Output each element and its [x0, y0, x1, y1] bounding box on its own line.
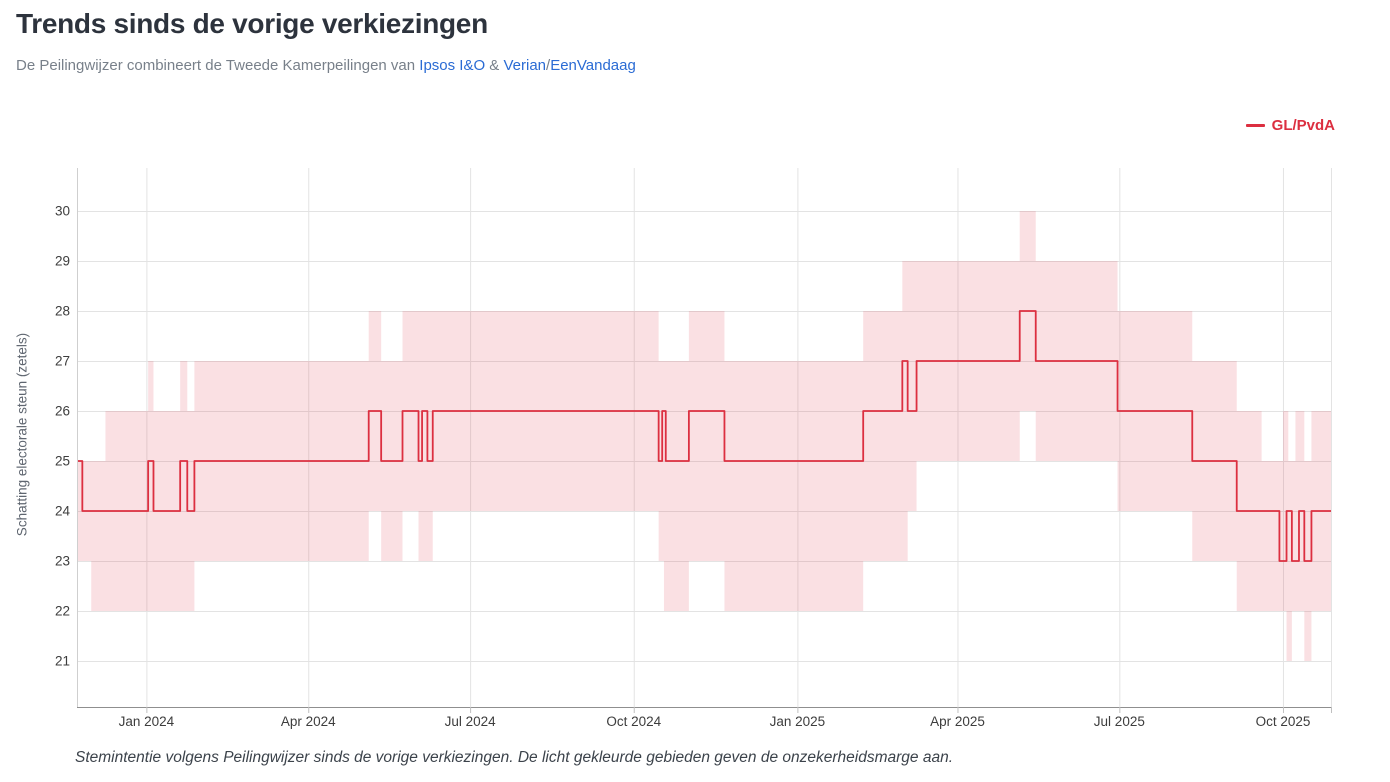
chart-caption: Stemintentie volgens Peilingwijzer sinds… — [75, 749, 953, 766]
legend-line-swatch — [1245, 123, 1265, 127]
x-tick-label: Apr 2024 — [281, 714, 336, 729]
chart-canvas: 21 22 23 24 25 26 27 28 29 30 Jan 2024 Apr 2024 Jul … — [55, 168, 1332, 730]
y-tick-label: 24 — [55, 504, 71, 519]
y-tick-label: 30 — [55, 204, 70, 219]
x-tick-label: Apr 2025 — [930, 714, 985, 729]
x-tick-label: Jul 2025 — [1094, 714, 1145, 729]
subtitle-separator-amp: & — [485, 57, 504, 74]
axes — [77, 168, 1332, 713]
link-verian[interactable]: Verian — [503, 57, 547, 74]
uncertainty-band — [77, 211, 1331, 661]
y-axis-title: Schatting electorale steun (zetels) — [14, 332, 30, 537]
x-tick-label: Jan 2025 — [770, 714, 826, 729]
y-tick-label: 28 — [55, 304, 70, 319]
y-tick-label: 26 — [55, 404, 70, 419]
trend-line-gl-pvda — [77, 310, 1331, 562]
page-title: Trends sinds de vorige verkiezingen — [16, 8, 488, 39]
subtitle-separator-slash: / — [546, 57, 551, 74]
link-ipsos[interactable]: Ipsos I&O — [419, 57, 486, 74]
subtitle: De Peilingwijzer combineert de Tweede Ka… — [16, 57, 636, 74]
x-tick-label: Oct 2025 — [1256, 714, 1311, 729]
legend-label: GL/PvdA — [1271, 116, 1335, 134]
legend-gl-pvda: GL/PvdA — [1245, 115, 1335, 135]
tick-labels: 21 22 23 24 25 26 27 28 29 30 Jan 2024 Apr 2024 Jul … — [55, 204, 1310, 730]
y-tick-label: 23 — [55, 554, 70, 569]
plot-gridlines — [77, 168, 1332, 707]
link-eenvandaag[interactable]: EenVandaag — [550, 57, 636, 74]
y-tick-label: 21 — [55, 654, 70, 669]
x-tick-label: Jan 2024 — [119, 714, 175, 729]
subtitle-text: De Peilingwijzer combineert de Tweede Ka… — [16, 57, 420, 74]
trend-chart: 21 22 23 24 25 26 27 28 29 30 Jan 2024 Apr 2024 Jul … — [14, 168, 1332, 730]
y-tick-label: 29 — [55, 254, 70, 269]
x-tick-label: Oct 2024 — [606, 714, 661, 729]
x-tick-label: Jul 2024 — [445, 714, 497, 729]
y-tick-label: 27 — [55, 354, 70, 369]
y-tick-label: 22 — [55, 604, 70, 619]
y-tick-label: 25 — [55, 454, 70, 469]
